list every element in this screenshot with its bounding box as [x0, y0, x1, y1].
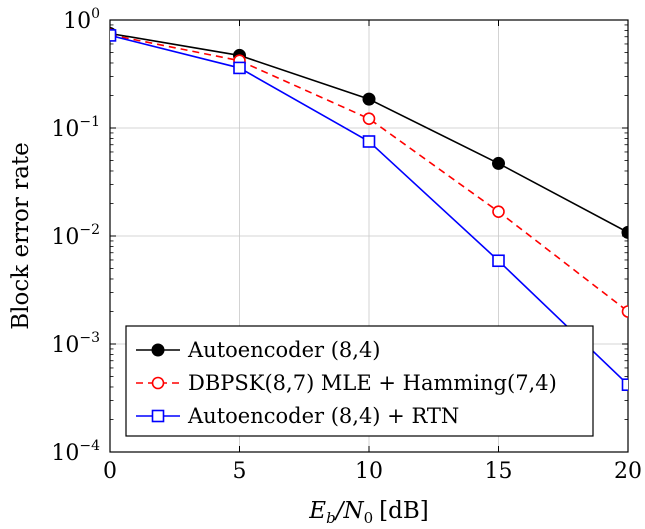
series-1-point: [362, 92, 376, 106]
series-1-point: [621, 225, 628, 239]
legend-marker: [151, 343, 165, 357]
series-3: [110, 29, 628, 391]
series-2-point: [492, 205, 505, 218]
x-tick-label: 10: [355, 459, 383, 484]
legend-box: [125, 325, 594, 437]
series-3-point: [233, 61, 246, 75]
series-3-point: [110, 29, 117, 42]
y-tick-label: 10−2: [51, 222, 100, 250]
series-2-point: [362, 112, 376, 125]
x-tick-label: 5: [233, 459, 247, 484]
y-axis-title: Block error rate: [8, 142, 34, 330]
y-tick-label: 10−1: [51, 114, 100, 142]
legend-label: DBPSK(8,7) MLE + Hamming(7,4): [188, 371, 557, 395]
x-tick-label: 15: [485, 459, 513, 484]
legend-entry: DBPSK(8,7) MLE + Hamming(7,4): [136, 371, 557, 395]
legend-label: Autoencoder (8,4): [187, 338, 381, 362]
x-axis-title: Eb/N0 [dB]: [308, 498, 428, 527]
x-tick-label: 20: [614, 459, 642, 484]
series-1-point: [492, 156, 505, 170]
series-3-point: [362, 135, 376, 148]
series-2-line: [110, 33, 628, 313]
legend-marker: [151, 409, 165, 423]
legend-entry: Autoencoder (8,4) + RTN: [136, 404, 459, 428]
series-2: [110, 28, 628, 318]
series-layer: [110, 26, 628, 391]
y-tick-label: 10−4: [51, 438, 100, 466]
legend-entry: Autoencoder (8,4): [136, 338, 381, 362]
series-3-point: [621, 378, 628, 391]
x-tick-label: 0: [103, 459, 117, 484]
y-tick-labels: 100 10−1 10−2 10−3 10−4: [51, 6, 100, 466]
series-3-point: [492, 254, 505, 268]
y-tick-label: 100: [63, 6, 100, 34]
legend-label: Autoencoder (8,4) + RTN: [187, 404, 459, 428]
legend: Autoencoder (8,4) DBPSK(8,7) MLE + Hammin…: [125, 325, 594, 437]
y-tick-label: 10−3: [51, 330, 100, 358]
x-tick-labels: 0 5 10 15 20: [103, 459, 642, 484]
legend-marker: [151, 376, 165, 390]
series-2-point: [621, 305, 628, 318]
